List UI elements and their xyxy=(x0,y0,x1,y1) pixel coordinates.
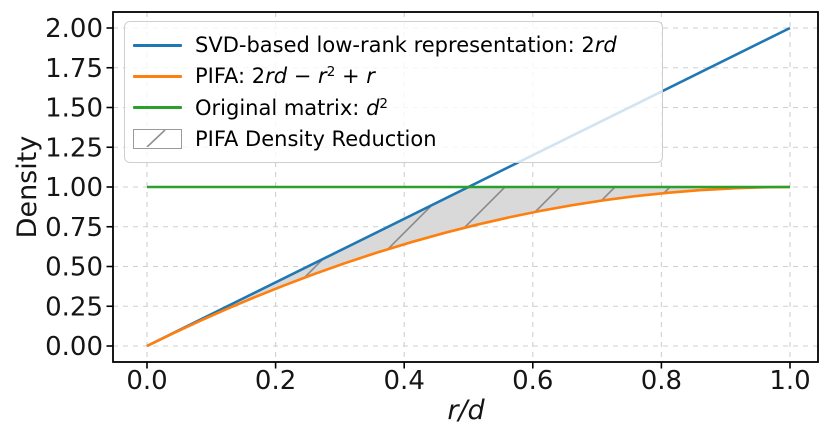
legend-line-swatch-pifa xyxy=(133,74,182,78)
legend-label-original: Original matrix: d2 xyxy=(195,95,388,120)
legend-line-swatch-svd xyxy=(133,43,182,47)
legend-item-reduction: PIFA Density Reduction xyxy=(133,127,656,151)
y-axis-label: Density xyxy=(12,136,43,239)
legend-label-svd: SVD-based low-rank representation: 2rd xyxy=(195,33,617,58)
y-tick-label: 0.25 xyxy=(45,292,103,322)
y-tick-label: 2.00 xyxy=(45,14,103,44)
legend: SVD-based low-rank representation: 2rd P… xyxy=(124,21,663,163)
x-tick-label: 0.6 xyxy=(512,366,553,396)
legend-item-svd: SVD-based low-rank representation: 2rd xyxy=(133,33,656,57)
x-tick-label: 1.0 xyxy=(769,366,810,396)
y-tick-label: 1.75 xyxy=(45,54,103,84)
hatch-swatch-icon xyxy=(133,128,182,149)
y-tick-label: 0.75 xyxy=(45,213,103,243)
y-tick-label: 0.50 xyxy=(45,253,103,283)
y-tick-label: 1.25 xyxy=(45,133,103,163)
legend-item-original: Original matrix: d2 xyxy=(133,96,656,120)
x-axis-label: r/d xyxy=(447,395,485,426)
pifa-reduction-region xyxy=(147,187,790,346)
y-tick-label: 0.00 xyxy=(45,332,103,362)
legend-line-swatch-original xyxy=(133,106,182,110)
legend-label-reduction: PIFA Density Reduction xyxy=(195,126,437,151)
hatch-swatch-line-icon xyxy=(146,129,166,147)
x-tick-marks xyxy=(146,362,791,369)
y-tick-label: 1.50 xyxy=(45,94,103,124)
x-tick-label: 0.8 xyxy=(641,366,682,396)
y-tick-label: 1.00 xyxy=(45,173,103,203)
legend-item-pifa: PIFA: 2rd − r2 + r xyxy=(133,64,656,88)
pifa-line xyxy=(146,185,791,348)
x-tick-label: 0.0 xyxy=(126,366,167,396)
legend-label-pifa: PIFA: 2rd − r2 + r xyxy=(195,64,375,89)
x-tick-label: 0.2 xyxy=(255,366,296,396)
x-tick-label: 0.4 xyxy=(384,366,425,396)
y-tick-marks xyxy=(106,27,113,347)
